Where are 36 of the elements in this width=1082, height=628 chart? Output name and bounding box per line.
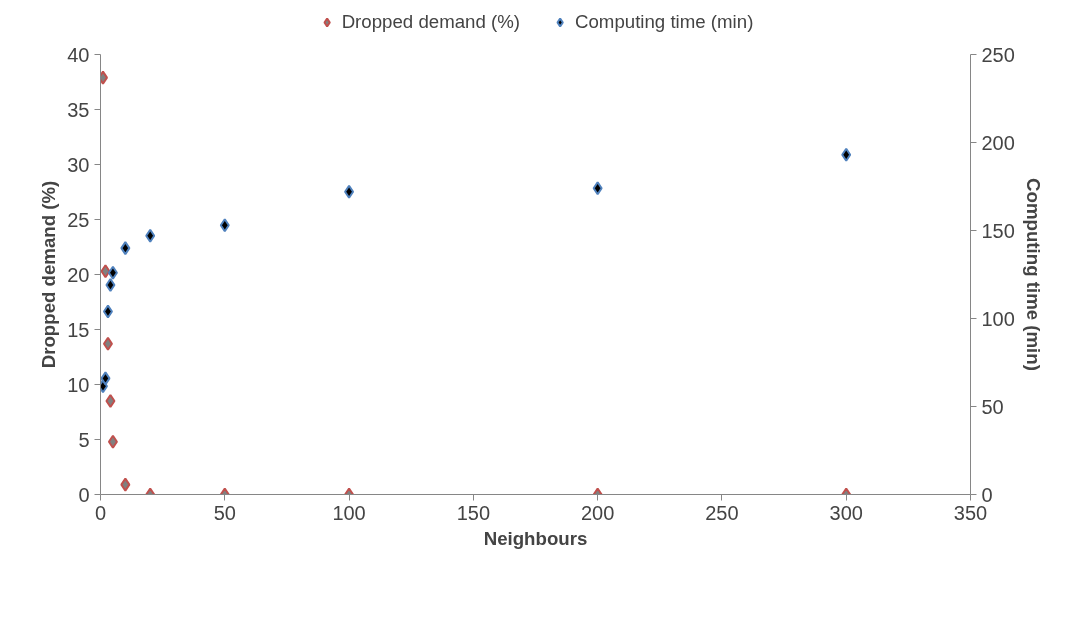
point bbox=[107, 265, 118, 280]
legend-label: Computing time (min) bbox=[575, 11, 754, 33]
x-tick-label: 250 bbox=[705, 501, 739, 524]
y-tick-label: 20 bbox=[67, 263, 90, 286]
y-tick-label: 5 bbox=[78, 428, 90, 451]
y2-tick-label: 250 bbox=[981, 43, 1015, 66]
point bbox=[100, 371, 111, 386]
y-tick-label: 25 bbox=[67, 208, 90, 231]
point bbox=[105, 278, 116, 293]
point bbox=[592, 181, 603, 196]
legend-label: Dropped demand (%) bbox=[341, 11, 521, 33]
y-tick-label: 10 bbox=[67, 373, 90, 396]
y2-tick-label: 50 bbox=[981, 395, 1004, 418]
x-axis-title: Neighbours bbox=[483, 527, 588, 549]
point bbox=[145, 228, 156, 243]
y-tick-label: 30 bbox=[67, 153, 90, 176]
y-axis-title: Dropped demand (%) bbox=[38, 180, 60, 369]
x-tick-label: 50 bbox=[213, 501, 236, 524]
y-tick-label: 40 bbox=[67, 43, 90, 66]
y2-tick-label: 150 bbox=[981, 219, 1015, 242]
point bbox=[219, 218, 230, 233]
y2-axis-title: Computing time (min) bbox=[1022, 178, 1044, 371]
y-tick-label: 15 bbox=[67, 318, 90, 341]
x-tick-label: 200 bbox=[580, 501, 615, 524]
x-tick-label: 300 bbox=[829, 501, 863, 524]
x-tick-label: 100 bbox=[332, 501, 366, 524]
point bbox=[120, 241, 131, 256]
point bbox=[102, 304, 113, 319]
y-tick-label: 0 bbox=[78, 483, 90, 506]
point bbox=[344, 184, 355, 199]
x-tick-label: 150 bbox=[456, 501, 491, 524]
y2-tick-label: 100 bbox=[981, 307, 1015, 330]
point bbox=[841, 147, 852, 162]
y-tick-label: 35 bbox=[67, 98, 90, 121]
x-tick-label: 0 bbox=[94, 501, 107, 524]
y2-tick-label: 200 bbox=[981, 131, 1015, 154]
